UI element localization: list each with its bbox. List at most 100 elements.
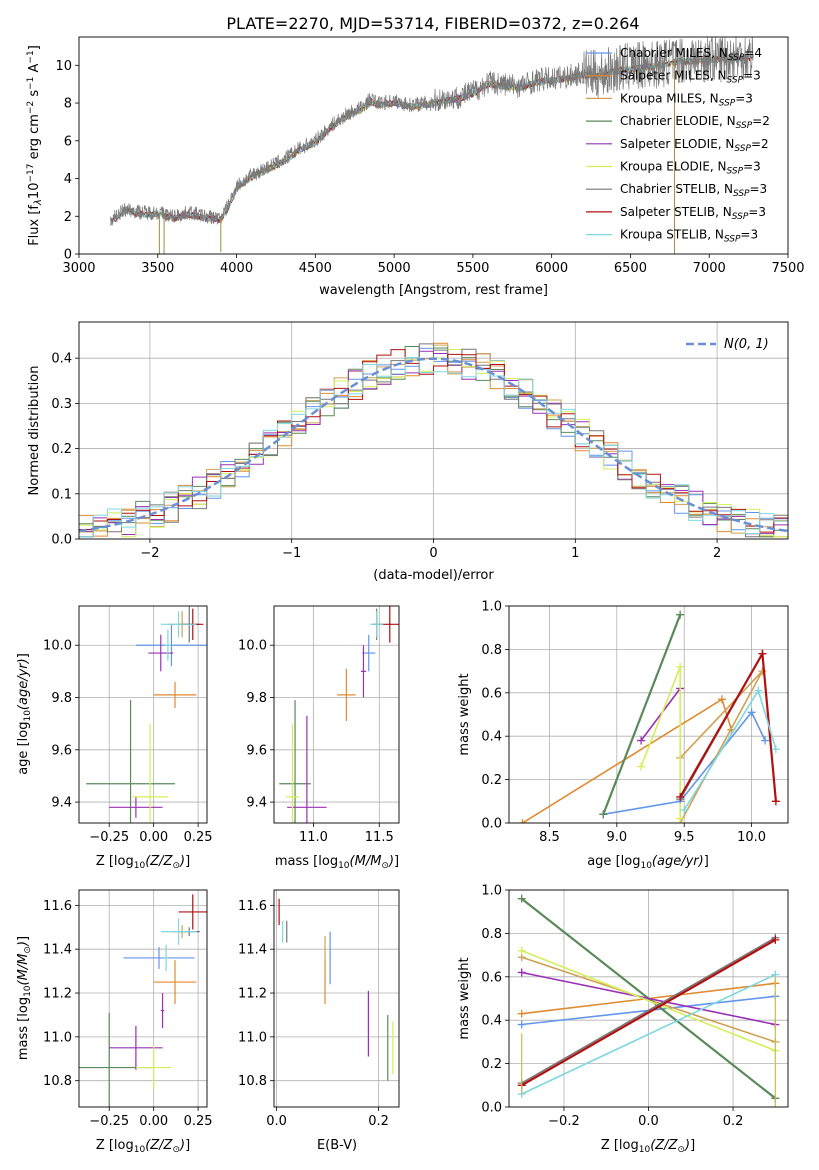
y-tick-label: 10.8 <box>238 1074 267 1089</box>
y-tick-label: 0.6 <box>481 970 502 985</box>
error-bar-point <box>132 723 168 823</box>
x-axis-label: E(B-V) <box>317 1138 357 1153</box>
panel-weight_vs_Z: −0.2 0.0 0.2 0.0 0.2 0.4 0.6 0.8 1.0 mass weight Z… <box>457 884 789 1155</box>
weight-marker <box>676 610 685 619</box>
model-line <box>165 63 654 223</box>
plot-area <box>517 894 780 1107</box>
weight-marker <box>517 968 526 977</box>
plot-area <box>110 37 754 254</box>
x-tick-label: 10.0 <box>737 830 766 845</box>
axes-frame <box>78 605 208 824</box>
y-tick-label: 0 <box>64 248 72 263</box>
error-bar-point <box>370 611 384 638</box>
error-bar-point <box>153 681 197 708</box>
x-tick-label: 0.2 <box>368 1114 389 1129</box>
y-tick-label: 9.6 <box>51 743 72 758</box>
x-tick-label: 0.2 <box>723 1114 744 1129</box>
error-bar-point <box>178 894 207 930</box>
error-bar-point <box>109 1025 163 1070</box>
y-tick-label: 11.6 <box>238 899 267 914</box>
error-bar-point <box>109 796 163 818</box>
panel-age_vs_mass: 11.0 11.5 9.4 9.6 9.8 10.0 mass [log10(M/M⊙)] <box>238 605 400 871</box>
y-axis-label: mass weight <box>457 673 472 755</box>
y-tick-label: 0.2 <box>481 1057 502 1072</box>
error-bar-point <box>160 611 197 638</box>
legend-entry: Salpeter STELIB, NSSP=3 <box>620 205 766 222</box>
y-tick-label: 8 <box>64 97 72 112</box>
y-tick-label: 6 <box>64 134 72 149</box>
gridlines <box>274 890 399 1107</box>
plot-area <box>86 606 207 823</box>
axes-frame <box>78 36 789 255</box>
y-tick-label: 0.8 <box>481 643 502 658</box>
axes-frame <box>273 889 400 1108</box>
weight-marker <box>518 819 527 823</box>
weight-marker <box>517 894 526 903</box>
legend-entry: Chabrier MILES, NSSP=4 <box>620 46 762 63</box>
x-axis-label: (data-model)/error <box>373 568 494 583</box>
y-tick-label: 11.4 <box>238 943 267 958</box>
y-tick-label: 0.0 <box>481 817 502 832</box>
y-axis-label: mass [log10(M/M⊙)] <box>16 936 33 1060</box>
weight-marker <box>761 736 770 745</box>
error-bar-point <box>164 944 168 972</box>
x-tick-label: −2 <box>140 546 159 561</box>
legend-entry: Chabrier ELODIE, NSSP=2 <box>620 114 770 131</box>
x-axis-label: wavelength [Angstrom, rest frame] <box>319 283 548 298</box>
x-tick-label: −0.2 <box>548 1114 580 1129</box>
y-tick-label: 0.0 <box>51 533 72 548</box>
normal-curve <box>79 357 788 533</box>
error-bar-point <box>164 629 172 661</box>
y-axis-label: Normed distribution <box>27 366 42 496</box>
x-tick-label: 5500 <box>456 261 489 276</box>
weight-marker <box>517 1009 526 1018</box>
error-bar-point <box>160 993 165 1029</box>
histogram-step <box>79 343 788 538</box>
y-tick-label: 0.1 <box>51 487 72 502</box>
panel-spectrum: 3000 3500 4000 4500 5000 5500 6000 6500 7000 7500… <box>26 36 805 298</box>
error-bar-point <box>362 634 376 672</box>
x-axis-label: age [log10(age/yr)] <box>587 854 709 871</box>
x-tick-label: 0 <box>429 546 437 561</box>
y-tick-label: 10.0 <box>238 639 267 654</box>
y-tick-label: 9.4 <box>51 796 72 811</box>
error-bar-point <box>287 715 327 823</box>
panel-residuals: −2 −1 0 1 2 0.0 0.1 0.2 0.3 0.4 (data-model)/error… <box>27 321 789 583</box>
axes-frame <box>273 605 400 824</box>
axes-frame <box>78 321 789 540</box>
x-tick-label: 6000 <box>535 261 568 276</box>
weight-marker <box>754 686 763 695</box>
y-tick-label: 9.6 <box>246 743 267 758</box>
plot-area <box>518 610 780 823</box>
x-axis-label: Z [log10(Z/Z⊙)] <box>601 1138 695 1155</box>
x-tick-label: 4000 <box>220 261 253 276</box>
y-tick-label: 0.4 <box>481 730 502 745</box>
y-tick-label: 9.8 <box>246 691 267 706</box>
x-tick-label: −0.25 <box>89 1114 129 1129</box>
error-bar-point <box>86 700 175 823</box>
weight-line <box>521 937 776 1084</box>
panel-weight_vs_age: 8.5 9.0 9.5 10.0 0.0 0.2 0.4 0.6 0.8 1.0 mass weig… <box>457 600 789 871</box>
axes-frame <box>508 889 789 1108</box>
weight-line <box>679 670 764 823</box>
y-tick-label: 2 <box>64 210 72 225</box>
x-tick-label: 9.0 <box>606 830 627 845</box>
x-tick-label: 0.25 <box>184 1114 213 1129</box>
axes-frame <box>78 889 208 1108</box>
y-tick-label: 11.2 <box>43 987 72 1002</box>
plot-area <box>279 606 399 823</box>
weight-marker <box>676 814 685 823</box>
y-tick-label: 11.2 <box>238 987 267 1002</box>
error-bar-point <box>160 918 197 945</box>
panel-age_vs_Z: −0.25 0.00 0.25 9.4 9.6 9.8 10.0 Z [log10(Z/Z⊙)… <box>16 605 213 871</box>
y-tick-label: 0.4 <box>51 352 72 367</box>
weight-line <box>521 950 776 1052</box>
error-bar-point <box>360 645 367 698</box>
y-tick-label: 0.2 <box>51 442 72 457</box>
weight-marker <box>758 649 767 658</box>
weight-marker <box>771 935 780 944</box>
axes-frame <box>508 605 789 824</box>
weight-line <box>521 973 776 1095</box>
weight-line <box>521 938 776 1087</box>
